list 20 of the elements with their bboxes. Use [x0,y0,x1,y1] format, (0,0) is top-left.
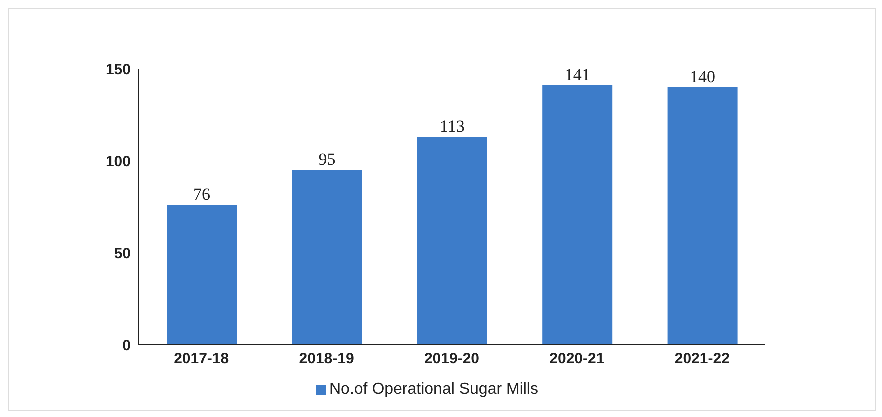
data-label: 95 [318,150,336,170]
data-label: 140 [690,67,716,86]
x-tick-label: 2019-20 [424,350,480,368]
data-label: 113 [440,117,465,136]
data-label: 76 [194,185,210,204]
bar [417,137,488,345]
y-tick-label: 150 [106,61,131,78]
data-label: 141 [564,66,590,85]
x-tick-label: 2017-18 [174,350,230,368]
y-tick-label: 50 [114,245,131,262]
x-tick-label: 2021-22 [674,350,730,368]
bar [542,86,613,345]
bar [292,170,362,345]
y-tick-label: 0 [122,337,131,354]
bar [167,205,237,345]
legend-label: No.of Operational Sugar Mills [330,381,538,398]
y-tick-label: 100 [106,153,131,170]
bar [668,87,738,345]
x-tick-label: 2018-19 [299,350,354,368]
x-tick-label: 2020-21 [550,350,605,368]
